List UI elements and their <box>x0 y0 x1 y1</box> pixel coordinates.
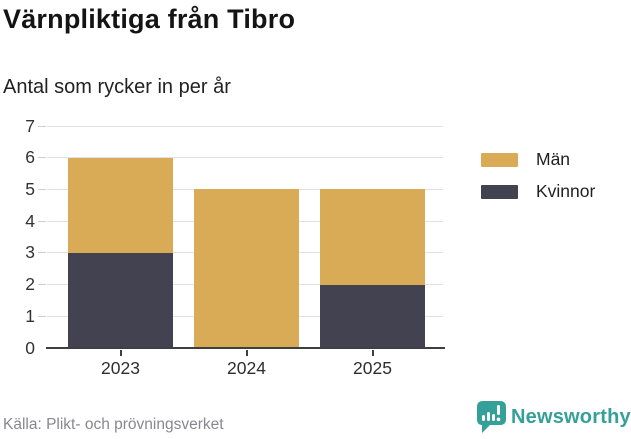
y-tick-label: 4 <box>25 210 35 231</box>
legend-label: Män <box>536 149 571 169</box>
gridline <box>47 125 443 127</box>
legend-label: Kvinnor <box>536 181 596 201</box>
plot-area <box>46 125 445 349</box>
x-tick-label: 2025 <box>353 358 392 378</box>
y-tick <box>38 220 46 222</box>
x-tick-label: 2023 <box>101 358 140 378</box>
x-tick-label: 2024 <box>227 358 266 378</box>
gridline <box>47 157 443 159</box>
chart-subtitle: Antal som rycker in per år <box>3 76 231 98</box>
y-tick-label: 3 <box>25 242 35 263</box>
gridline <box>47 188 443 190</box>
legend-swatch <box>481 184 518 199</box>
y-tick <box>38 188 46 190</box>
bar-segment-2025-kvinnor <box>320 284 425 348</box>
x-axis: 2023 2024 2025 <box>47 349 444 389</box>
y-tick-label: 5 <box>25 178 35 199</box>
y-tick-label: 1 <box>25 305 35 326</box>
bar-segment-2024-män <box>194 189 299 348</box>
y-tick <box>38 157 46 159</box>
x-tick <box>371 350 374 356</box>
y-axis: 0 1 2 3 4 5 6 7 <box>0 116 47 358</box>
y-tick <box>38 125 46 127</box>
source-note: Källa: Plikt- och prövningsverket <box>3 416 224 433</box>
legend-item: Män <box>481 149 595 170</box>
x-axis-line <box>46 347 445 349</box>
brand-logo: Newsworthy <box>477 401 631 433</box>
legend: Män Kvinnor <box>481 149 595 213</box>
bar-chart-speech-bubble-icon <box>477 401 506 433</box>
y-tick-label: 2 <box>25 274 35 295</box>
x-tick <box>119 350 122 356</box>
y-tick <box>38 252 46 254</box>
y-tick-label: 0 <box>25 337 35 358</box>
y-tick <box>38 284 46 286</box>
brand-name: Newsworthy <box>511 405 631 428</box>
legend-item: Kvinnor <box>481 181 595 202</box>
x-tick <box>245 350 248 356</box>
bar-segment-2025-män <box>320 189 425 285</box>
legend-swatch <box>481 152 518 167</box>
bar-segment-2023-män <box>68 157 173 253</box>
y-tick-label: 7 <box>25 115 35 136</box>
chart-title: Värnpliktiga från Tibro <box>3 4 296 34</box>
y-tick <box>38 315 46 317</box>
bar-segment-2023-kvinnor <box>68 252 173 348</box>
y-tick-label: 6 <box>25 147 35 168</box>
